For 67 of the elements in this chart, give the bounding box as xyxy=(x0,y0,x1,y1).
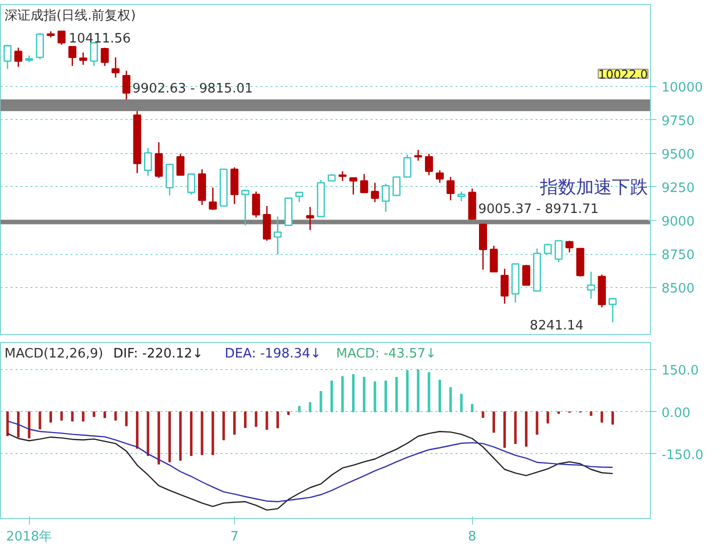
candlestick xyxy=(403,154,412,178)
candlestick xyxy=(490,245,498,272)
y-tick-label: 9250 xyxy=(662,180,695,196)
candlestick xyxy=(295,192,304,203)
line-series xyxy=(6,430,614,511)
candlestick xyxy=(436,170,444,184)
candlestick xyxy=(154,142,163,179)
candlestick xyxy=(36,32,44,60)
candlestick xyxy=(208,186,217,211)
y-tick-label: 9750 xyxy=(662,114,695,129)
annotation: 10411.56 xyxy=(68,32,131,46)
y-tick-label: 8750 xyxy=(662,248,695,264)
candlestick xyxy=(349,177,358,196)
series-label: MACD: -43.57↓ xyxy=(336,346,436,362)
chart-title: MACD(12,26,9) xyxy=(4,346,104,362)
candlestick xyxy=(68,45,76,67)
candlestick xyxy=(90,41,98,67)
candlestick xyxy=(274,216,282,255)
y-tick-label: 9000 xyxy=(662,214,695,230)
candlestick xyxy=(166,164,174,196)
candlestick xyxy=(522,264,530,286)
candlestick xyxy=(544,243,552,254)
candlestick xyxy=(370,182,379,203)
x-tick-label: 8 xyxy=(468,530,476,544)
annotation: 9902.63 - 9815.01 xyxy=(132,81,253,96)
chart-title: 深证成指(日线.前复权) xyxy=(4,8,136,24)
y-tick-label: 0.00 xyxy=(662,406,690,421)
candlestick xyxy=(500,268,509,304)
x-tick-label: 2018年 xyxy=(6,530,52,544)
candlestick xyxy=(608,298,617,323)
candlestick xyxy=(565,240,574,254)
candlestick xyxy=(392,176,401,197)
text: DEA: -198.34↓ xyxy=(224,346,322,362)
candlestick xyxy=(79,52,88,66)
annotation: 指数加速下跌 xyxy=(538,177,648,198)
candlestick xyxy=(252,190,260,218)
y-tick-label: -150.0 xyxy=(662,448,704,463)
candlestick xyxy=(424,153,433,176)
y-tick-label: 9500 xyxy=(662,147,695,162)
candlestick xyxy=(587,271,596,300)
candlestick xyxy=(554,240,563,263)
candlestick xyxy=(144,147,152,177)
x-tick-label: 7 xyxy=(230,530,239,544)
candlestick xyxy=(457,190,466,202)
candlestick xyxy=(306,206,314,231)
y-tick-label: 10000 xyxy=(662,80,703,96)
candlestick xyxy=(122,70,130,100)
candlestick xyxy=(4,44,12,70)
candlestick xyxy=(360,173,368,194)
annotation: 9005.37 - 8971.71 xyxy=(478,202,599,217)
text: DIF: -220.12↓ xyxy=(113,346,204,362)
candlestick xyxy=(112,56,120,78)
y-tick-label: 8500 xyxy=(662,282,695,297)
candlestick xyxy=(58,30,66,46)
candlestick xyxy=(187,173,196,196)
candlestick xyxy=(100,47,109,67)
candlestick xyxy=(414,149,422,162)
candlestick xyxy=(14,47,22,68)
line-series xyxy=(6,420,614,502)
candlestick xyxy=(382,183,390,212)
candlestick xyxy=(338,170,347,182)
candlestick xyxy=(446,176,455,201)
annotation: 10022.0 xyxy=(598,67,648,82)
y-tick-label: 150.0 xyxy=(662,364,699,379)
candlestick xyxy=(176,153,184,176)
candlestick xyxy=(241,188,250,226)
annotation: 8241.14 xyxy=(530,318,584,334)
